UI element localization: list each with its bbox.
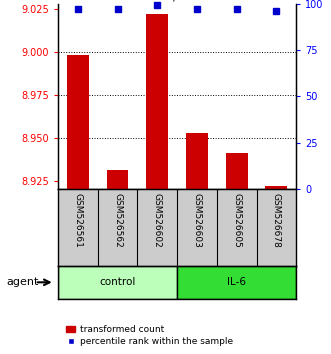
Text: agent: agent xyxy=(7,277,39,287)
Text: GSM526605: GSM526605 xyxy=(232,193,241,248)
Text: GSM526562: GSM526562 xyxy=(113,193,122,248)
Legend: transformed count, percentile rank within the sample: transformed count, percentile rank withi… xyxy=(63,321,236,349)
Text: IL-6: IL-6 xyxy=(227,277,246,287)
Text: GSM526602: GSM526602 xyxy=(153,193,162,248)
Text: GSM526603: GSM526603 xyxy=(192,193,202,248)
Title: GDS3773 / 10521461: GDS3773 / 10521461 xyxy=(114,0,240,2)
Text: GSM526561: GSM526561 xyxy=(73,193,82,248)
Bar xyxy=(226,153,248,189)
Text: control: control xyxy=(99,277,136,287)
Bar xyxy=(58,266,177,299)
Bar xyxy=(177,266,296,299)
Bar xyxy=(107,171,128,189)
Bar xyxy=(265,186,287,189)
Bar xyxy=(146,14,168,189)
Bar xyxy=(67,55,89,189)
Text: GSM526678: GSM526678 xyxy=(272,193,281,248)
Bar xyxy=(186,133,208,189)
